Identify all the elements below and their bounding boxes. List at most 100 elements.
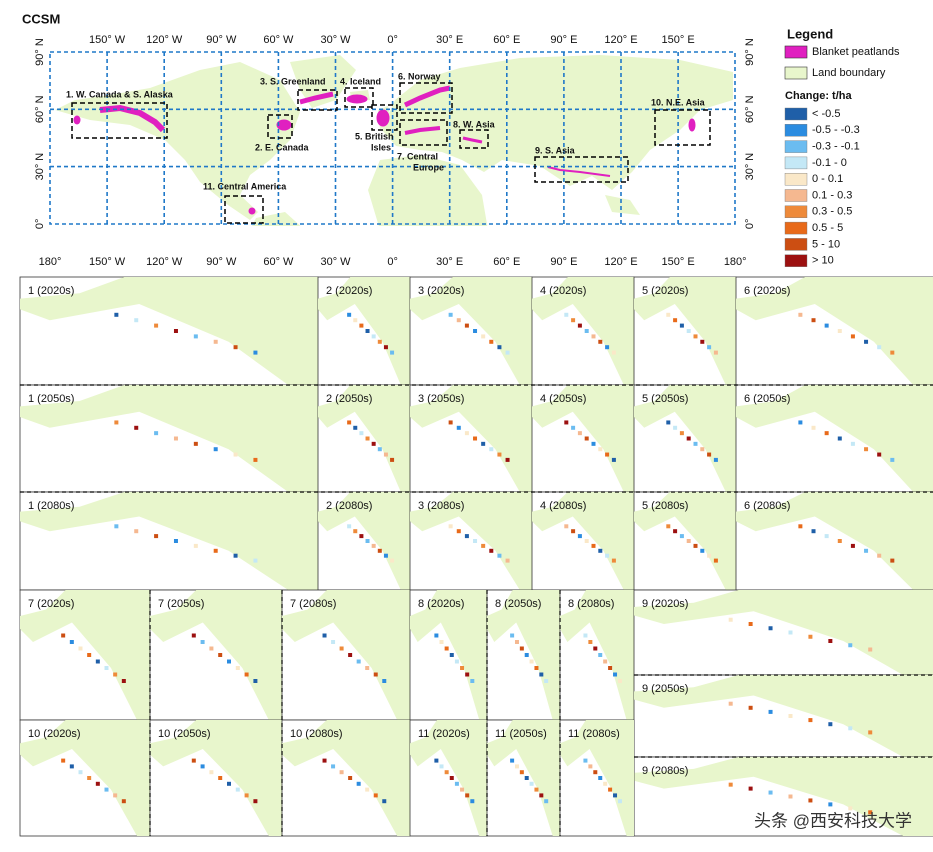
change-cell (359, 534, 364, 539)
region-label: 2. E. Canada (255, 142, 310, 152)
change-cell (382, 799, 387, 804)
change-cell (728, 617, 733, 622)
region-box (399, 82, 453, 114)
change-cell (322, 633, 327, 638)
change-cell (890, 457, 895, 462)
change-cell (524, 653, 529, 657)
region-box (459, 129, 489, 149)
panel-label: 10 (2050s) (158, 728, 211, 740)
peatlands (73, 85, 696, 215)
change-cell (613, 793, 618, 798)
change-cell (473, 329, 478, 333)
change-cell (377, 447, 382, 452)
legend-label: 5 - 10 (812, 238, 840, 250)
change-cell (577, 431, 582, 436)
change-cell (449, 653, 454, 657)
change-cell (673, 529, 678, 534)
change-cell (253, 350, 258, 355)
legend-swatch (784, 238, 808, 251)
change-cell (583, 758, 588, 763)
change-cell (448, 524, 453, 529)
change-cell (134, 318, 139, 323)
panel-label: 3 (2020s) (418, 285, 464, 297)
change-cell (673, 318, 678, 323)
panel-label: 7 (2080s) (290, 598, 336, 610)
change-cell (489, 548, 494, 553)
change-cell (353, 318, 358, 323)
change-cell (481, 334, 486, 339)
legend-swatch (784, 172, 808, 186)
change-cell (713, 350, 718, 355)
change-cell (864, 447, 869, 452)
legend-swatch (784, 156, 808, 170)
change-cell (850, 441, 855, 446)
change-cell (347, 312, 352, 317)
land (55, 55, 733, 226)
change-cell (584, 436, 589, 441)
change-cell (154, 534, 159, 539)
lon-label: 0° (387, 34, 398, 46)
change-cell (209, 646, 214, 651)
change-cell (253, 799, 258, 804)
change-cell (434, 758, 439, 763)
lon-label: 150° W (89, 34, 126, 46)
change-cell (564, 312, 569, 317)
change-cell (154, 431, 159, 436)
panels: 1 (2020s) 2 (2020s) 3 (2020s) 4 (2020s) 5 (2… (19, 276, 933, 837)
change-cell (788, 630, 793, 635)
change-cell (577, 534, 582, 539)
change-cell (877, 553, 882, 558)
change-cell (591, 441, 596, 446)
lon-label: 120° E (604, 256, 637, 268)
change-cell (200, 764, 205, 769)
panel-label: 6 (2050s) (744, 393, 790, 405)
change-cell (348, 653, 353, 657)
change-cell (588, 640, 593, 644)
panel-label: 5 (2080s) (642, 500, 688, 512)
figure-title: CCSM (22, 11, 60, 26)
change-cell (497, 452, 502, 457)
change-cell (529, 781, 534, 786)
change-cell (235, 666, 240, 670)
legend-label: 0.5 - 5 (812, 222, 843, 234)
legend-label: 0.3 - 0.5 (812, 206, 852, 218)
lat-label: 30° N (34, 153, 46, 181)
change-cell (788, 794, 793, 799)
change-cell (331, 640, 336, 644)
change-cell (510, 758, 515, 763)
change-cell (877, 452, 882, 457)
change-cell (87, 776, 92, 780)
panel-label: 8 (2050s) (495, 598, 541, 610)
change-cell (193, 334, 198, 339)
change-cell (529, 659, 534, 664)
lon-label: 120° E (604, 34, 637, 46)
change-cell (253, 457, 258, 462)
change-cell (591, 334, 596, 339)
change-cell (191, 758, 196, 763)
change-cell (460, 787, 465, 792)
panel-label: 3 (2050s) (418, 393, 464, 405)
change-cell (69, 640, 74, 644)
legend-label: -0.1 - 0 (812, 157, 847, 169)
panel-land (634, 757, 933, 836)
panel-label: 4 (2080s) (540, 500, 586, 512)
panel-land (150, 590, 282, 720)
change-cell (811, 529, 816, 534)
panel-label: 10 (2080s) (290, 728, 343, 740)
change-cell (666, 524, 671, 529)
change-cell (78, 770, 83, 775)
change-cell (235, 787, 240, 792)
change-cell (848, 643, 853, 648)
legend-swatch (784, 254, 808, 267)
panel-land (318, 492, 410, 590)
change-cell (121, 799, 126, 804)
change-cell (353, 425, 358, 430)
change-cell (605, 452, 610, 457)
change-cell (464, 534, 469, 539)
region-label: 4. Iceland (340, 76, 381, 86)
panel-label: 10 (2020s) (28, 728, 81, 740)
panel-label: 1 (2020s) (28, 285, 74, 297)
panel-label: 7 (2020s) (28, 598, 74, 610)
change-cell (608, 787, 613, 792)
change-cell (154, 323, 159, 328)
